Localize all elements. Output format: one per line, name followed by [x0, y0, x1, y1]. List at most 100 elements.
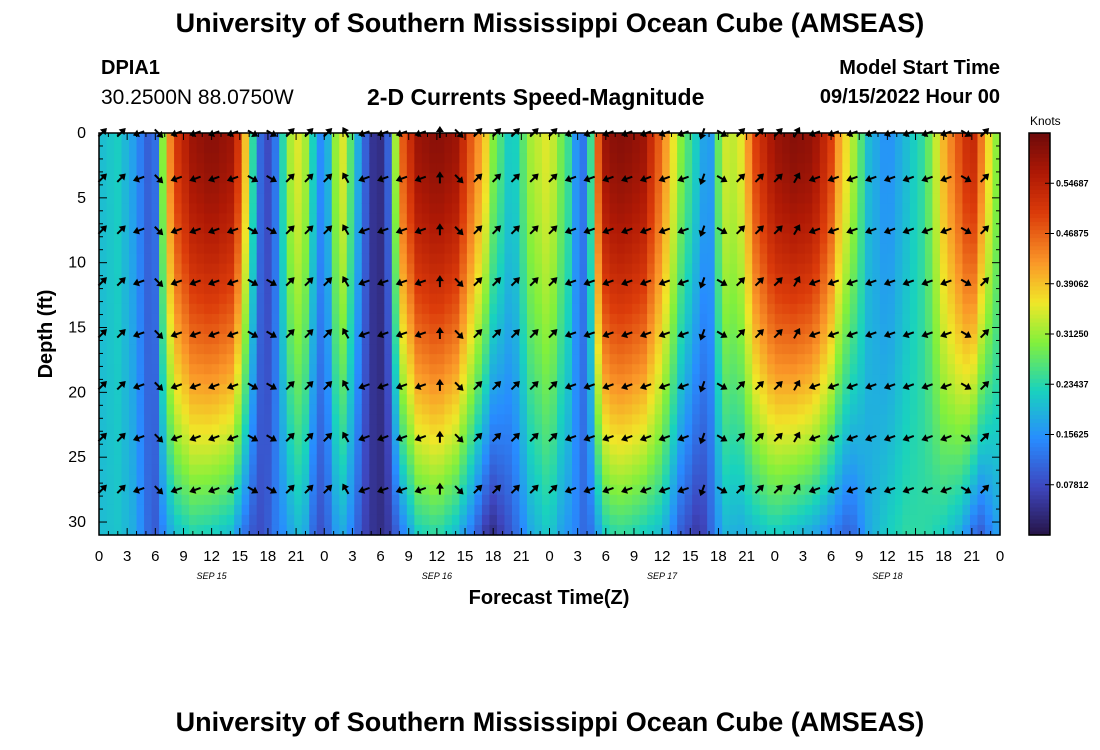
- heatmap-cell: [722, 354, 731, 365]
- heatmap-cell: [354, 183, 363, 194]
- heatmap-cell: [436, 173, 445, 184]
- heatmap-cell: [459, 524, 468, 536]
- heatmap-cell: [496, 163, 506, 174]
- heatmap-cell: [406, 384, 415, 395]
- heatmap-cell: [549, 474, 558, 486]
- heatmap-cell: [144, 293, 153, 305]
- current-vector-arrow: [602, 174, 614, 183]
- heatmap-cell: [421, 283, 430, 295]
- heatmap-cell: [354, 364, 363, 375]
- heatmap-cell: [962, 143, 971, 154]
- heatmap-cell: [376, 253, 385, 265]
- heatmap-cell: [121, 243, 130, 255]
- heatmap-cell: [406, 173, 415, 184]
- heatmap-cell: [774, 484, 783, 496]
- heatmap-cell: [902, 424, 911, 436]
- heatmap-cell: [714, 504, 723, 516]
- heatmap-cell: [121, 414, 130, 426]
- heatmap-cell: [264, 193, 273, 204]
- heatmap-cell: [286, 414, 295, 426]
- heatmap-cell: [624, 143, 633, 154]
- heatmap-cell: [279, 424, 288, 436]
- heatmap-cell: [579, 213, 588, 225]
- heatmap-cell: [774, 404, 783, 415]
- heatmap-cell: [752, 474, 761, 486]
- heatmap-cell: [894, 273, 903, 285]
- heatmap-cell: [684, 374, 693, 385]
- heatmap-cell: [737, 514, 746, 526]
- heatmap-cell: [459, 233, 468, 245]
- heatmap-cell: [534, 394, 543, 405]
- heatmap-cell: [872, 223, 881, 235]
- heatmap-cell: [812, 354, 821, 365]
- heatmap-cell: [939, 203, 949, 214]
- heatmap-cell: [767, 434, 776, 446]
- heatmap-cell: [947, 323, 956, 335]
- heatmap-cell: [864, 394, 873, 405]
- heatmap-cell: [226, 454, 235, 466]
- heatmap-cell: [947, 183, 956, 194]
- heatmap-cell: [174, 213, 183, 225]
- heatmap-cell: [451, 143, 460, 154]
- heatmap-cell: [541, 484, 551, 496]
- heatmap-cell: [384, 414, 393, 426]
- heatmap-cell: [587, 414, 596, 426]
- heatmap-cell: [511, 364, 521, 375]
- heatmap-cell: [654, 213, 663, 225]
- heatmap-cell: [354, 484, 363, 496]
- heatmap-cell: [159, 173, 168, 184]
- heatmap-cell: [939, 344, 949, 355]
- heatmap-cell: [534, 504, 543, 516]
- heatmap-cell: [264, 344, 273, 355]
- heatmap-cell: [684, 153, 693, 164]
- heatmap-cell: [872, 514, 881, 526]
- heatmap-cell: [174, 153, 183, 164]
- heatmap-cell: [947, 524, 956, 536]
- heatmap-cell: [151, 163, 160, 174]
- heatmap-cell: [789, 273, 798, 285]
- heatmap-cell: [106, 303, 115, 315]
- heatmap-cell: [414, 474, 423, 486]
- heatmap-cell: [804, 163, 813, 174]
- heatmap-cell: [947, 293, 956, 305]
- heatmap-cell: [279, 354, 288, 365]
- heatmap-cell: [782, 173, 791, 184]
- heatmap-cell: [159, 133, 168, 144]
- heatmap-cell: [632, 253, 641, 265]
- heatmap-cell: [662, 163, 671, 174]
- heatmap-cell: [204, 313, 213, 325]
- heatmap-cell: [189, 153, 198, 164]
- heatmap-cell: [136, 344, 145, 355]
- heatmap-cell: [159, 494, 168, 506]
- heatmap-cell: [166, 233, 175, 245]
- heatmap-cell: [346, 504, 355, 516]
- heatmap-cell: [144, 474, 153, 486]
- heatmap-cell: [219, 243, 228, 255]
- heatmap-cell: [932, 414, 941, 426]
- heatmap-cell: [256, 303, 265, 315]
- heatmap-cell: [369, 484, 378, 496]
- heatmap-cell: [376, 193, 385, 204]
- heatmap-cell: [391, 504, 400, 516]
- heatmap-cell: [309, 394, 318, 405]
- heatmap-cell: [647, 444, 656, 456]
- heatmap-cell: [632, 474, 641, 486]
- heatmap-cell: [309, 334, 318, 345]
- current-vector-arrow: [342, 224, 350, 236]
- heatmap-cell: [947, 454, 956, 466]
- heatmap-cell: [541, 203, 551, 214]
- heatmap-cell: [609, 334, 618, 345]
- heatmap-cell: [752, 334, 761, 345]
- heatmap-cell: [834, 143, 843, 154]
- heatmap-cell: [294, 524, 303, 536]
- heatmap-cell: [902, 263, 911, 275]
- heatmap-cell: [316, 163, 325, 174]
- heatmap-cell: [324, 354, 333, 365]
- heatmap-cell: [436, 213, 445, 225]
- heatmap-cell: [894, 424, 903, 436]
- heatmap-cell: [429, 273, 438, 285]
- heatmap-cell: [729, 454, 738, 466]
- heatmap-cell: [744, 283, 753, 295]
- heatmap-cell: [249, 514, 258, 526]
- heatmap-cell: [429, 223, 438, 235]
